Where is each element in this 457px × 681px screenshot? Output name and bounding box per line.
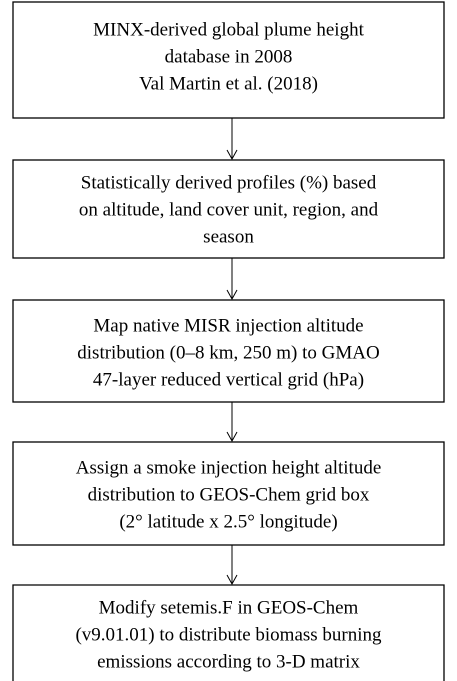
- node-label: distribution to GEOS-Chem grid box: [88, 484, 370, 505]
- box: [12, 1, 445, 119]
- box: [12, 441, 445, 546]
- box: [12, 159, 445, 259]
- node-label: MINX-derived global plume height: [93, 19, 364, 40]
- node-label: Val Martin et al. (2018): [139, 73, 318, 94]
- node-label: database in 2008: [165, 46, 293, 67]
- node-label: Assign a smoke injection height altitude: [76, 457, 382, 478]
- node-label: 47-layer reduced vertical grid (hPa): [93, 369, 364, 390]
- box: [12, 299, 445, 403]
- node-label: (2° latitude x 2.5° longitude): [119, 511, 337, 532]
- arrow: [226, 258, 238, 301]
- arrow: [226, 118, 238, 161]
- node-label: Statistically derived profiles (%) based: [81, 172, 377, 193]
- node-label: Modify setemis.F in GEOS-Chem: [99, 597, 359, 618]
- node-label: (v9.01.01) to distribute biomass burning: [75, 624, 382, 645]
- node-label: distribution (0–8 km, 250 m) to GMAO: [77, 342, 379, 363]
- box: [12, 584, 445, 681]
- node-label: season: [203, 226, 254, 247]
- node-label: Map native MISR injection altitude: [93, 315, 363, 336]
- arrow: [226, 545, 238, 586]
- node-label: on altitude, land cover unit, region, an…: [79, 199, 379, 220]
- node-label: emissions according to 3-D matrix: [97, 651, 360, 672]
- arrow: [226, 402, 238, 443]
